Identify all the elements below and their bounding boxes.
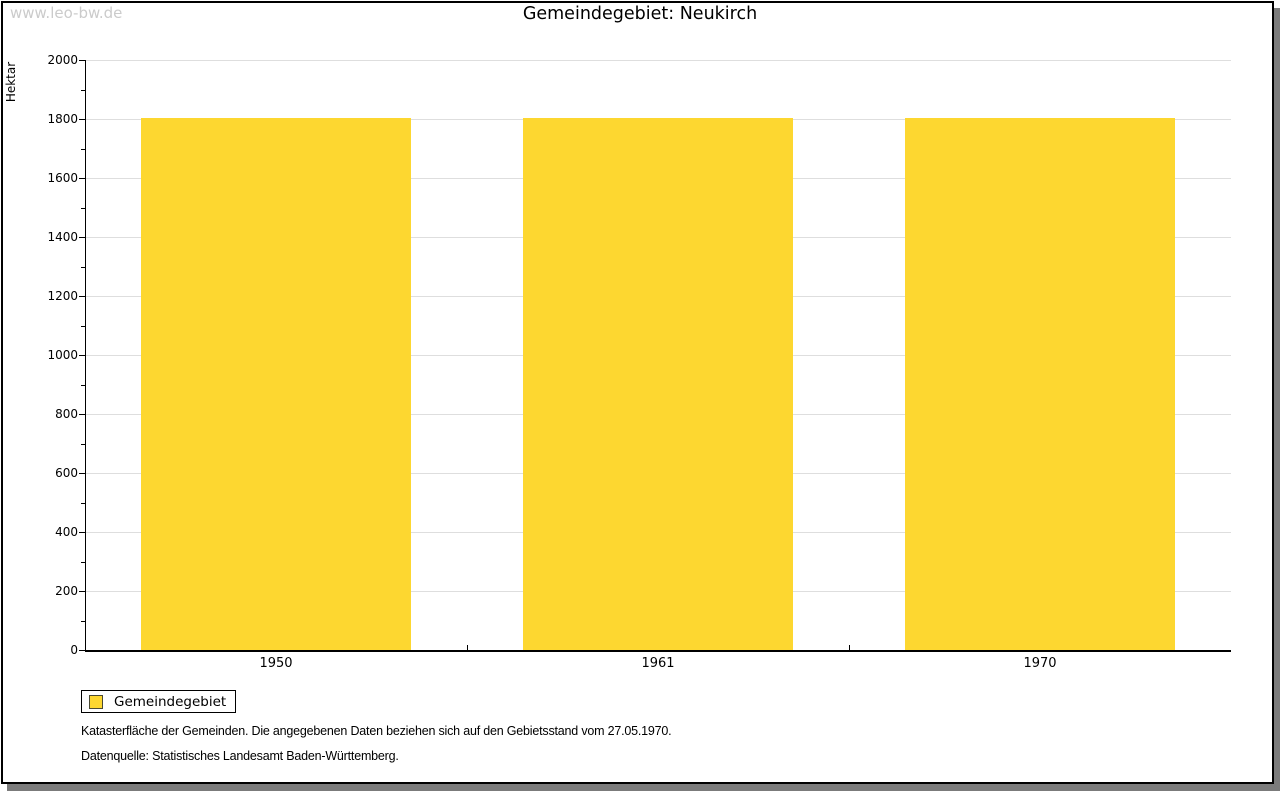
legend-swatch (89, 694, 103, 709)
footnote-text: Katasterfläche der Gemeinden. Die angege… (81, 724, 672, 738)
data-source-text: Datenquelle: Statistisches Landesamt Bad… (81, 749, 399, 763)
legend-label: Gemeindegebiet (114, 693, 227, 710)
y-axis-label: Hektar (4, 61, 18, 103)
legend: Gemeindegebiet (81, 690, 237, 713)
watermark: www.leo-bw.de (10, 4, 123, 22)
chart-title: Gemeindegebiet: Neukirch (522, 4, 758, 24)
